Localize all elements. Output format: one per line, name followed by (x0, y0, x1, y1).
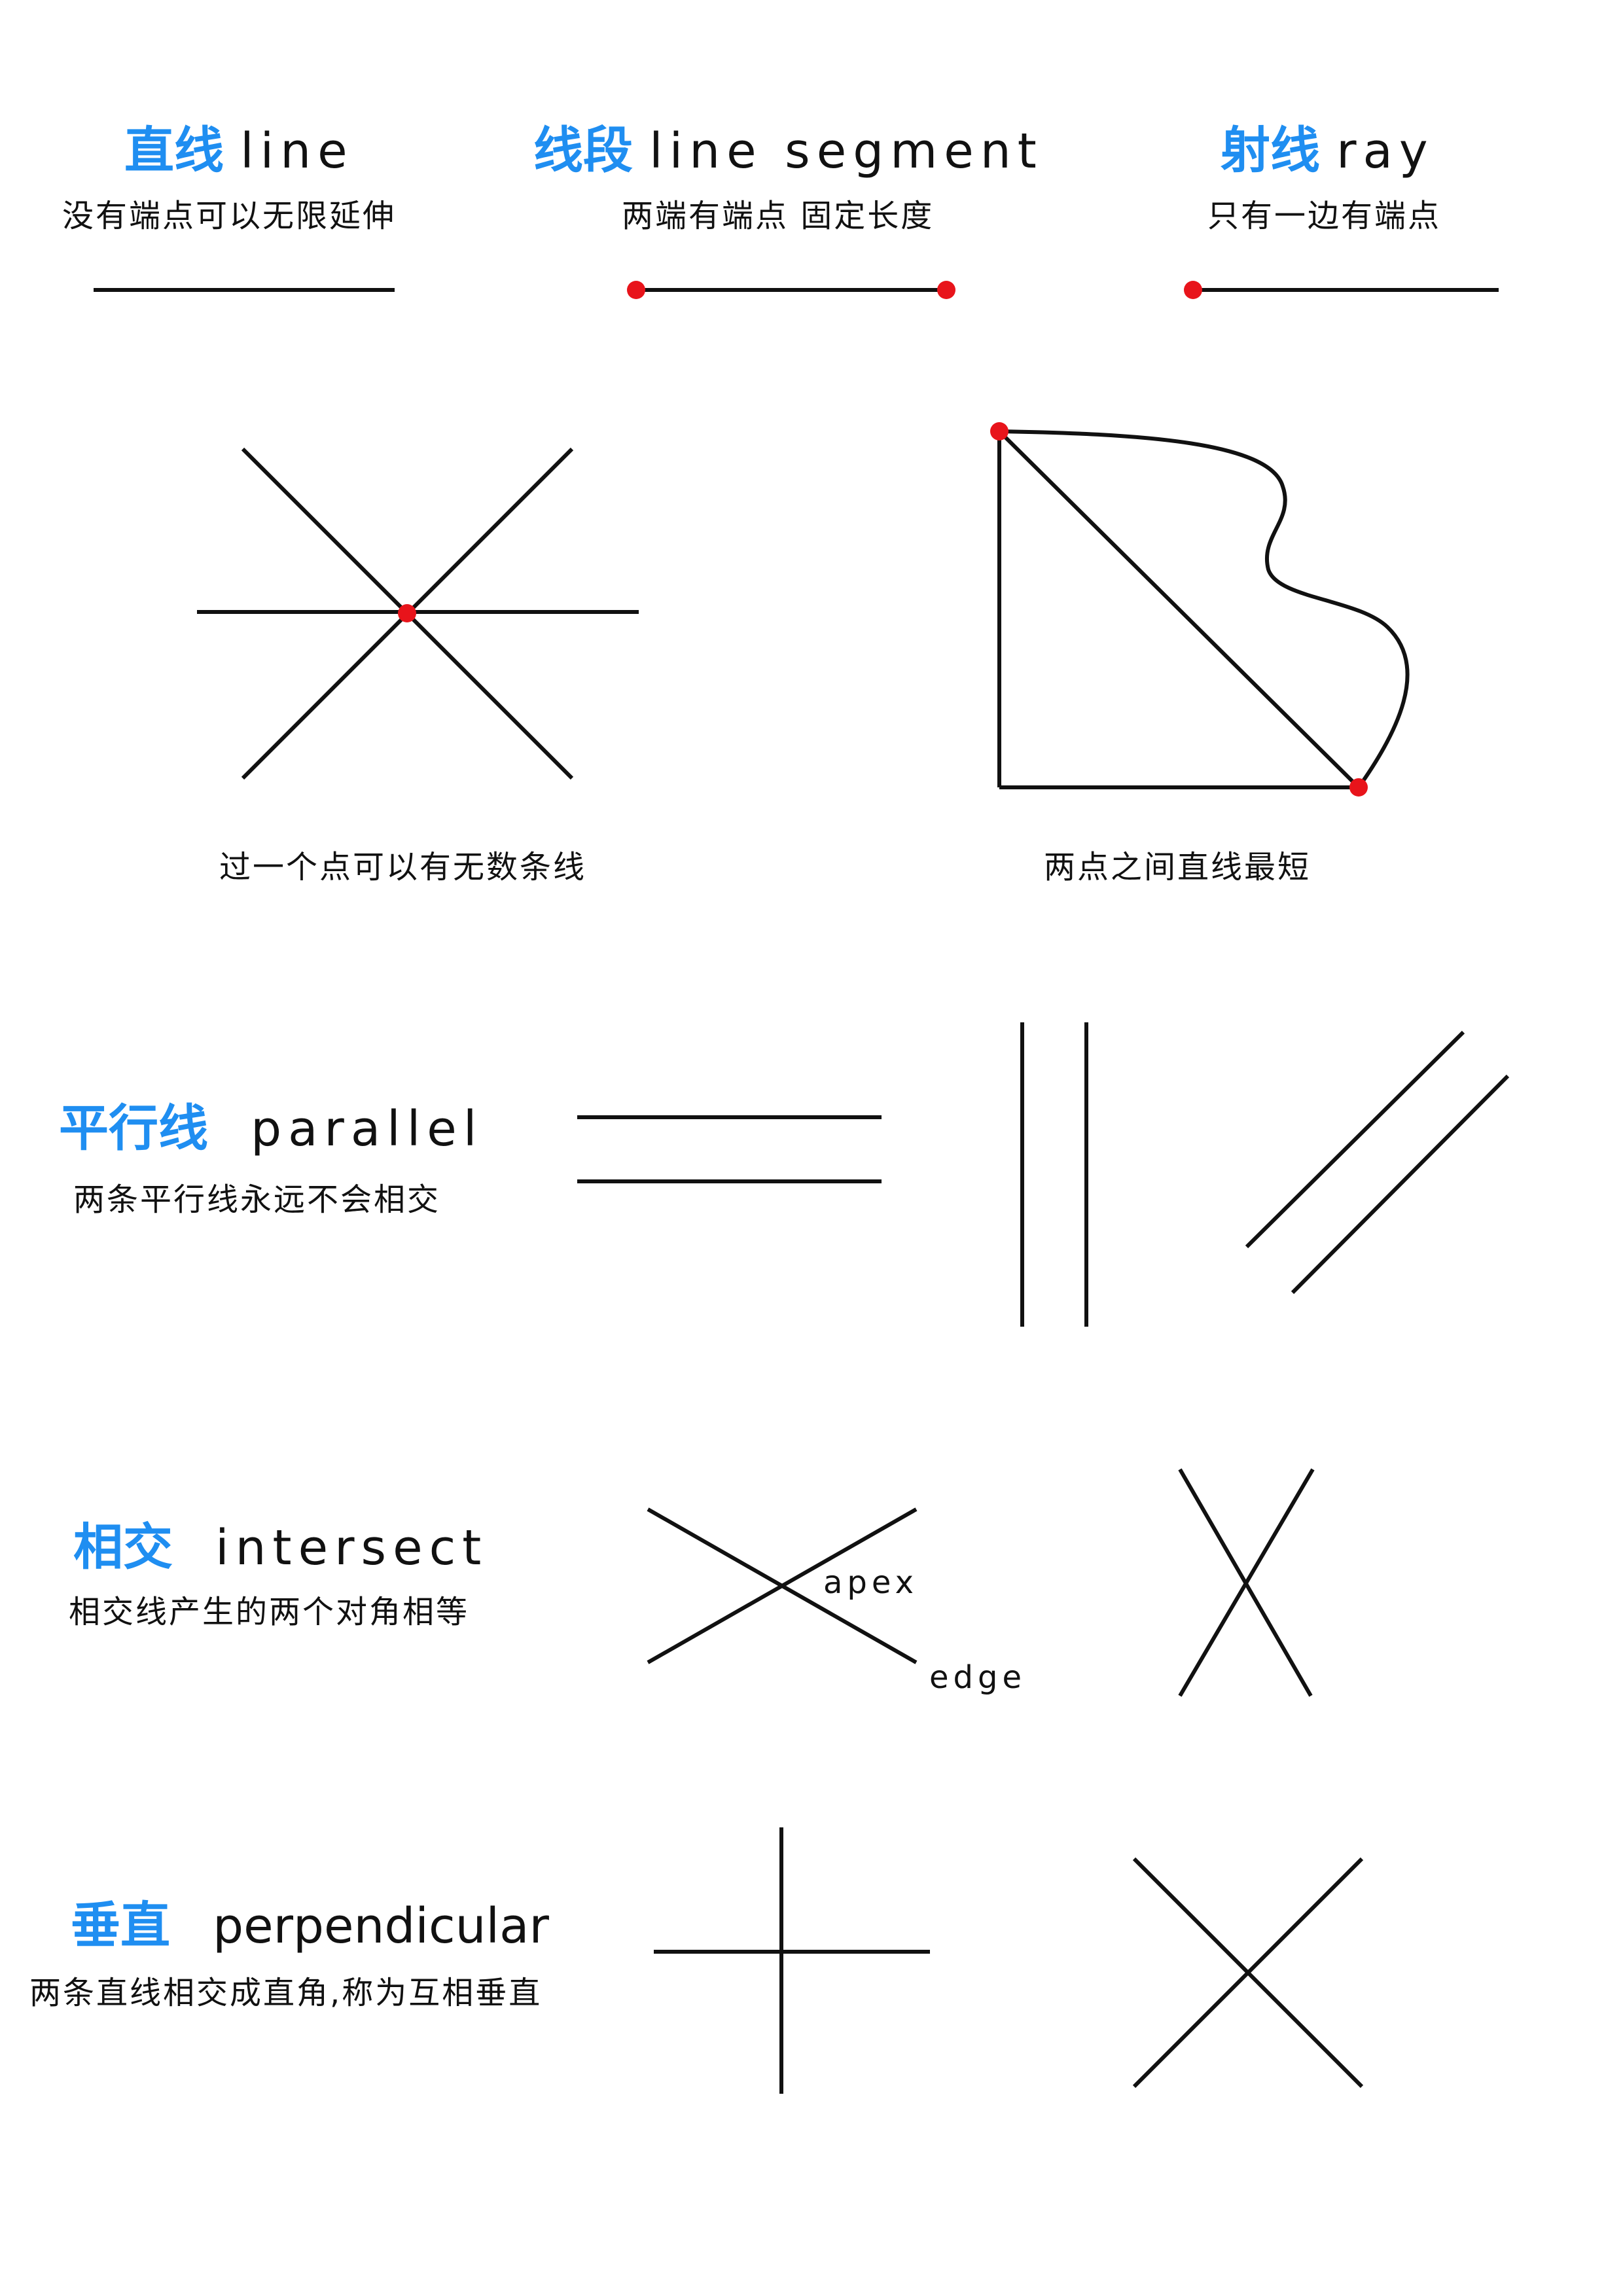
straight-diagonal (997, 429, 1361, 789)
shortest-path-caption: 两点之间直线最短 (1044, 849, 1311, 886)
line-heading: 直线 line (124, 110, 354, 182)
intersect-figure-wide (647, 1507, 918, 1664)
parallel-diagonal-upper (1245, 1030, 1465, 1249)
segment-title-cn: 线段 (533, 121, 633, 179)
parallel-title-en: parallel (251, 1101, 484, 1157)
intersect-line-4 (1178, 1468, 1315, 1697)
parallel-diagonal-lower (1291, 1074, 1510, 1295)
perpendicular-heading: 垂直 perpendicular (71, 1885, 549, 1957)
intersect-description: 相交线产生的两个对角相等 (69, 1594, 470, 1630)
center-intersection-point (398, 604, 416, 622)
perpendicular-diagonal-2 (1132, 1857, 1364, 2089)
perpendicular-title-cn: 垂直 (71, 1896, 170, 1954)
intersect-figure-narrow (1178, 1468, 1315, 1697)
shortest-start-point (990, 422, 1008, 440)
intersect-title-en: intersect (215, 1520, 488, 1576)
intersect-heading: 相交 intersect (73, 1507, 488, 1579)
perpendicular-description: 两条直线相交成直角,称为互相垂直 (29, 1975, 543, 2011)
line-description: 没有端点可以无限延伸 (62, 198, 397, 234)
shortest-end-point (1349, 778, 1368, 797)
parallel-description: 两条平行线永远不会相交 (73, 1181, 441, 1218)
segment-end-point (937, 281, 955, 299)
parallel-horizontal-figure (577, 1115, 882, 1183)
segment-heading: 线段 line segment (533, 110, 1043, 182)
intersect-line-2 (647, 1507, 918, 1664)
segment-start-point (627, 281, 645, 299)
line-title-en: line (240, 123, 354, 179)
perpendicular-title-en: perpendicular (213, 1898, 549, 1954)
apex-label: apex (823, 1564, 918, 1601)
parallel-heading: 平行线 parallel (59, 1088, 483, 1160)
shortest-path-figure (997, 429, 1410, 789)
perpendicular-x-figure (1132, 1857, 1364, 2089)
line-title-cn: 直线 (124, 121, 224, 179)
ray-title-cn: 射线 (1221, 121, 1320, 179)
curved-path (999, 429, 1410, 789)
ray-description: 只有一边有端点 (1207, 198, 1442, 234)
segment-description: 两端有端点 固定长度 (622, 198, 935, 234)
intersect-title-cn: 相交 (73, 1518, 173, 1576)
parallel-title-cn: 平行线 (59, 1099, 208, 1157)
ray-title-en: ray (1336, 123, 1435, 179)
ray-heading: 射线 ray (1221, 110, 1435, 182)
ray-start-point (1184, 281, 1202, 299)
infinite-lines-caption: 过一个点可以有无数条线 (219, 849, 587, 886)
parallel-diagonal-figure (1245, 1030, 1510, 1295)
segment-title-en: line segment (649, 123, 1043, 179)
infinite-lines-figure (197, 447, 639, 780)
parallel-vertical-figure (1020, 1022, 1088, 1327)
perpendicular-cross-figure (654, 1827, 930, 2094)
edge-label: edge (929, 1659, 1026, 1696)
